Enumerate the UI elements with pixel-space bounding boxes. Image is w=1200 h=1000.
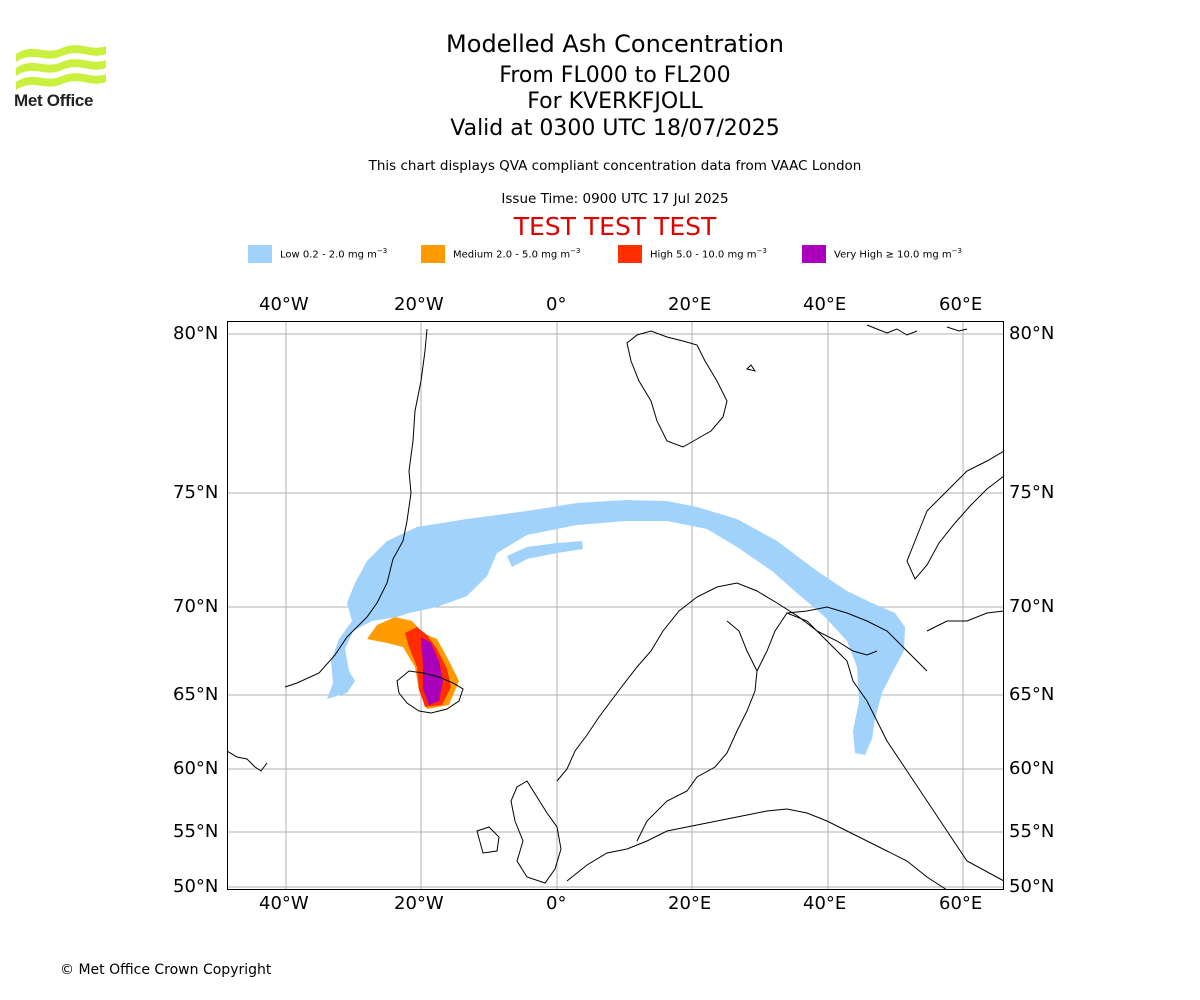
test-banner: TEST TEST TEST xyxy=(513,212,717,241)
legend-label-low: Low 0.2 - 2.0 mg m xyxy=(280,249,377,261)
legend-label-high: High 5.0 - 10.0 mg m xyxy=(650,249,757,261)
lon-tick-bottom: 0° xyxy=(546,893,567,914)
ash-concentration-map xyxy=(227,321,1004,890)
lat-tick-right: 55°N xyxy=(1009,821,1055,842)
lon-tick-bottom: 40°E xyxy=(803,893,847,914)
legend-label-very-high: Very High ≥ 10.0 mg m xyxy=(834,249,952,261)
lat-tick-right: 60°N xyxy=(1009,758,1055,779)
lat-tick-left: 55°N xyxy=(173,821,219,842)
lat-tick-right: 70°N xyxy=(1009,596,1055,617)
lon-tick-top: 60°E xyxy=(939,294,983,315)
lat-tick-left: 75°N xyxy=(173,482,219,503)
issue-time: Issue Time: 0900 UTC 17 Jul 2025 xyxy=(501,191,729,207)
lat-tick-left: 60°N xyxy=(173,758,219,779)
legend-swatch-high xyxy=(618,245,642,263)
lon-tick-top: 40°W xyxy=(259,294,309,315)
lat-tick-right: 65°N xyxy=(1009,684,1055,705)
lon-tick-bottom: 20°W xyxy=(394,893,444,914)
map-frame xyxy=(227,321,1004,890)
ash-plume-low xyxy=(327,500,905,755)
ash-plume-very-high xyxy=(421,637,443,705)
map-gridlines xyxy=(227,321,1004,890)
legend-item-high: High 5.0 - 10.0 mg m−3 xyxy=(618,244,767,264)
lat-tick-left: 50°N xyxy=(173,876,219,897)
legend-swatch-medium xyxy=(421,245,445,263)
lat-tick-right: 75°N xyxy=(1009,482,1055,503)
lat-tick-right: 80°N xyxy=(1009,323,1055,344)
lon-tick-top: 20°W xyxy=(394,294,444,315)
logo-wordmark: Met Office xyxy=(14,91,94,110)
legend-item-very-high: Very High ≥ 10.0 mg m−3 xyxy=(802,244,962,264)
valid-time: Valid at 0300 UTC 18/07/2025 xyxy=(450,116,780,141)
lon-tick-top: 20°E xyxy=(668,294,712,315)
lat-tick-right: 50°N xyxy=(1009,876,1055,897)
flight-level-range: From FL000 to FL200 xyxy=(499,63,731,88)
copyright-notice: © Met Office Crown Copyright xyxy=(60,962,272,978)
legend-swatch-very-high xyxy=(802,245,826,263)
concentration-legend: Low 0.2 - 2.0 mg m−3 Medium 2.0 - 5.0 mg… xyxy=(248,244,1008,264)
lon-tick-bottom: 60°E xyxy=(939,893,983,914)
lat-tick-left: 70°N xyxy=(173,596,219,617)
lon-tick-bottom: 40°W xyxy=(259,893,309,914)
volcano-name: For KVERKFJOLL xyxy=(527,89,703,114)
lat-tick-left: 80°N xyxy=(173,323,219,344)
lat-tick-left: 65°N xyxy=(173,684,219,705)
coastlines xyxy=(227,324,1004,890)
legend-item-low: Low 0.2 - 2.0 mg m−3 xyxy=(248,244,387,264)
lon-tick-bottom: 20°E xyxy=(668,893,712,914)
chart-title: Modelled Ash Concentration xyxy=(446,30,784,58)
legend-label-medium: Medium 2.0 - 5.0 mg m xyxy=(453,249,571,261)
met-office-logo-icon xyxy=(16,45,106,90)
lon-tick-top: 40°E xyxy=(803,294,847,315)
legend-swatch-low xyxy=(248,245,272,263)
legend-item-medium: Medium 2.0 - 5.0 mg m−3 xyxy=(421,244,580,264)
chart-description: This chart displays QVA compliant concen… xyxy=(368,158,862,174)
ash-plume-low-filament xyxy=(507,541,583,567)
lon-tick-top: 0° xyxy=(546,294,567,315)
